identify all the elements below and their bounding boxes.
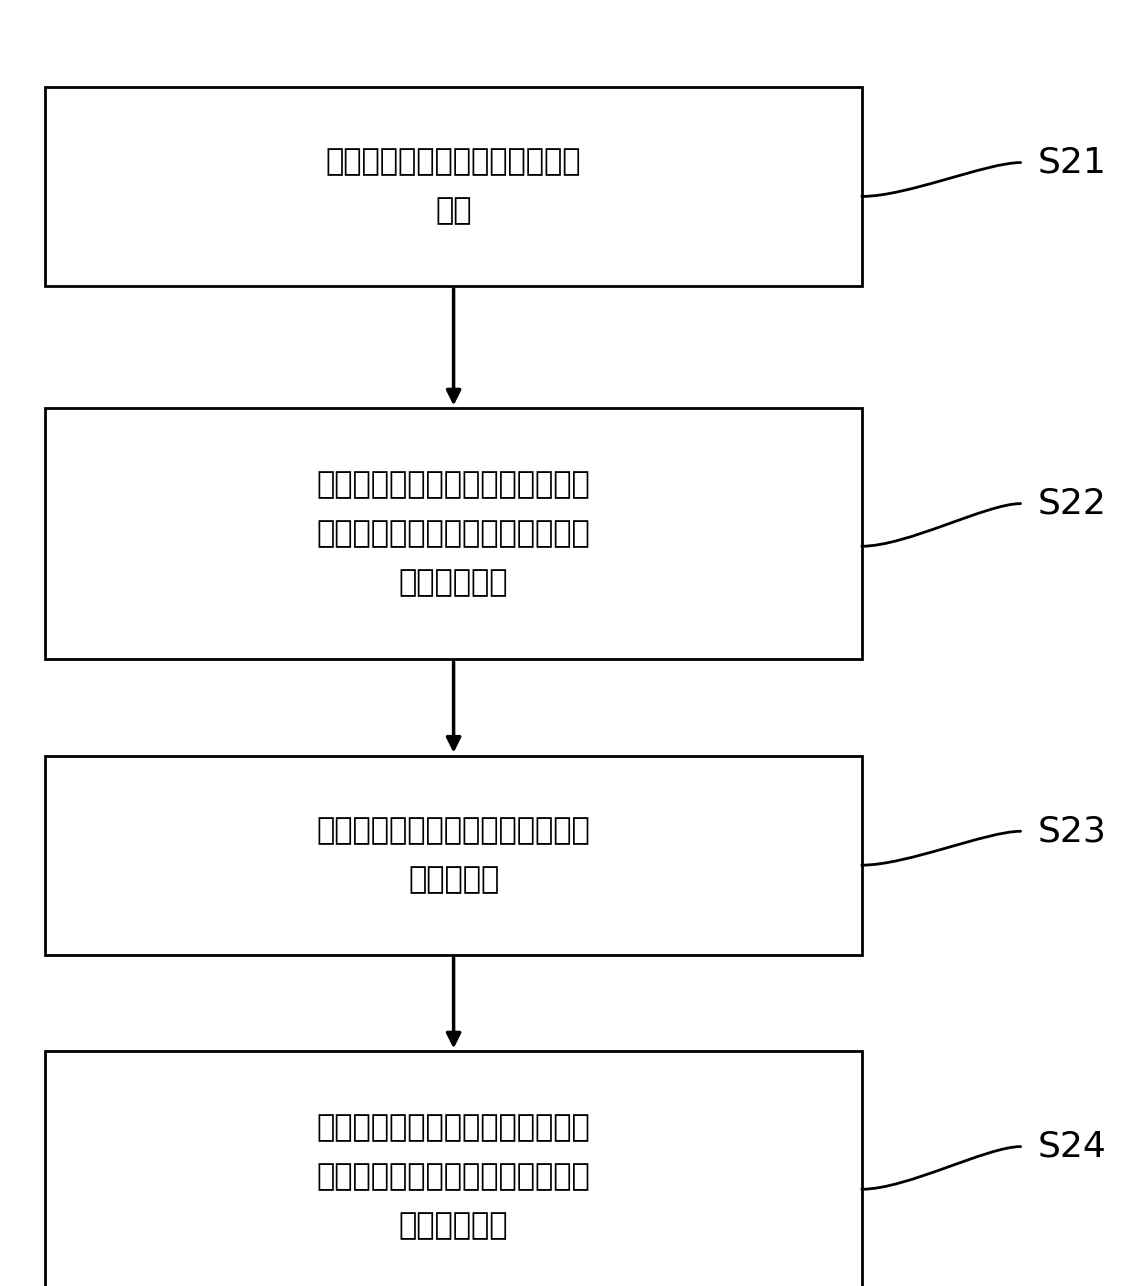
Text: 是否存在异常: 是否存在异常 xyxy=(399,1211,508,1240)
FancyBboxPatch shape xyxy=(45,1052,862,1286)
Text: S22: S22 xyxy=(1038,486,1107,521)
FancyBboxPatch shape xyxy=(45,409,862,658)
Text: 测量体温步骤，测量所述测温区域: 测量体温步骤，测量所述测温区域 xyxy=(316,817,591,845)
Text: 对比判断步骤，将获得的所述人体: 对比判断步骤，将获得的所述人体 xyxy=(316,1114,591,1142)
Text: 检测测温区域步骤，当检测到有效: 检测测温区域步骤，当检测到有效 xyxy=(316,471,591,499)
Text: S23: S23 xyxy=(1038,814,1107,849)
Text: 人脸时，检测所述人脸中可进行测: 人脸时，检测所述人脸中可进行测 xyxy=(316,520,591,548)
Text: 温度与正常值范围进行对比，判断: 温度与正常值范围进行对比，判断 xyxy=(316,1163,591,1191)
Text: S21: S21 xyxy=(1038,145,1107,180)
FancyBboxPatch shape xyxy=(45,755,862,954)
Text: 检测: 检测 xyxy=(435,197,472,225)
Text: 的人体温度: 的人体温度 xyxy=(408,865,499,894)
Text: 人脸检测步骤，实时对人脸进行: 人脸检测步骤，实时对人脸进行 xyxy=(325,148,582,176)
Text: S24: S24 xyxy=(1038,1129,1107,1164)
Text: 温的测温区域: 温的测温区域 xyxy=(399,568,508,597)
FancyBboxPatch shape xyxy=(45,87,862,287)
